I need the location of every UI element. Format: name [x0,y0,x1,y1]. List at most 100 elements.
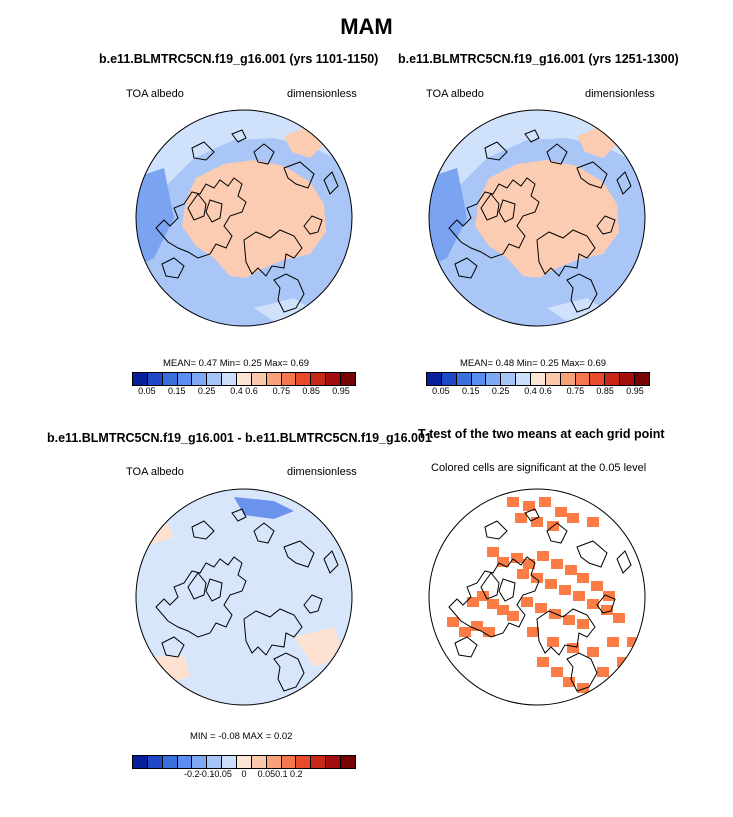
colorbar-swatch [177,756,193,768]
panel4-title: T-test of the two means at each grid poi… [418,427,665,441]
colorbar-swatch [341,756,355,768]
coastline [191,141,215,161]
coastline [187,193,207,221]
map-boundary [428,488,646,706]
coastline [576,161,608,189]
colorbar-tick-label: -0.2 [183,769,200,779]
panel1-stats: MEAN= 0.47 Min= 0.25 Max= 0.69 [163,358,310,369]
coastline [484,141,508,161]
sea-ice-region [475,160,619,278]
colorbar-tick-label: 0.05 [138,386,156,396]
panel3-variable-label: TOA albedo [126,466,184,478]
significant-cell [551,667,563,677]
colorbar-swatch [605,373,621,385]
colorbar-tick-label: 0.4 [230,386,243,396]
significant-cell [577,683,589,693]
panel1-colorbar: 0.05 0.15 0.25 0.4 0.6 0.75 0.85 0.95 [132,372,356,398]
colorbar-tick-label: 0.75 [566,386,585,396]
colorbar-swatch [147,756,163,768]
coastline [191,520,215,540]
colorbar-tick-label: 0.25 [491,386,510,396]
significant-cell [531,573,543,583]
significant-cell [573,591,585,601]
map-boundary [135,488,353,706]
coastline [323,171,339,195]
high-albedo-patch [284,128,324,158]
positive-difference-patch [294,627,344,667]
significant-cell [487,599,499,609]
significant-cell [497,605,509,615]
significant-cell [555,507,567,517]
colorbar-swatch [441,373,457,385]
colorbar-swatch [501,373,517,385]
colorbar-tick-label: 0 [241,769,247,779]
panel2-variable-label: TOA albedo [426,88,484,100]
coastline [231,129,247,143]
panel3-units-label: dimensionless [287,466,357,478]
colorbar-swatch [192,373,208,385]
colorbar-swatch [296,373,312,385]
panel2-stats: MEAN= 0.48 Min= 0.25 Max= 0.69 [460,358,607,369]
panel4-significance-map [428,488,646,706]
coastline [205,578,223,602]
significant-cell [545,579,557,589]
colorbar-swatch [575,373,591,385]
panel1-units-label: dimensionless [287,88,357,100]
colorbar-ticks: 0.05 0.15 0.25 0.4 0.6 0.75 0.85 0.95 [132,386,356,398]
coastline [596,594,616,614]
panel2-polar-map [428,109,646,327]
colorbar-swatch [177,373,193,385]
significant-cell [597,667,609,677]
significant-cell [587,517,599,527]
colorbar-swatch [427,373,442,385]
significant-cell [563,677,575,687]
high-albedo-patch [577,128,617,158]
significant-cell [537,551,549,561]
colorbar-swatch [147,373,163,385]
coastline [303,215,323,235]
colorbar-swatch [326,373,342,385]
colorbar-swatch [590,373,606,385]
colorbar-swatch [531,373,546,385]
coastline [524,508,540,522]
coastline [283,161,315,189]
coastline [546,522,568,544]
panel1-title: b.e11.BLMTRC5CN.f19_g16.001 (yrs 1101-11… [99,52,379,66]
significant-cell [517,569,529,579]
colorbar-tick-label: 0.85 [302,386,320,396]
coastline [448,556,540,638]
coastline [576,540,608,568]
significant-cell [467,597,479,607]
negative-difference-patch [234,497,294,519]
colorbar-tick-label: 0.95 [332,386,350,396]
significant-cell [507,497,519,507]
significant-cell [537,657,549,667]
colorbar-swatch [326,756,342,768]
colorbar-swatch [311,373,327,385]
panel3-difference-map [135,488,353,706]
panel1-variable-label: TOA albedo [126,88,184,100]
significant-cell [447,617,459,627]
colorbar-ticks: -0.2 -0.1 -0.05 0 0.05 0.1 0.2 [132,769,356,781]
significant-cell [483,627,495,637]
coastline [480,572,500,600]
colorbar-tick-label: 0.2 [290,769,303,779]
colorbar-swatch [222,756,238,768]
significant-cell [523,559,535,569]
colorbar-swatch [296,756,312,768]
coastline [161,636,185,658]
coastline [616,550,632,574]
colorbar-tick-label: 0.15 [168,386,186,396]
coastline [566,273,598,313]
coastline [498,578,516,602]
colorbar-tick-label: -0.1 [198,769,215,779]
colorbar-swatch [635,373,649,385]
coastline [231,508,247,522]
colorbar-tick-label: 0.75 [272,386,291,396]
significant-cell [471,621,483,631]
significant-cell [527,627,539,637]
colorbar-swatch [281,756,297,768]
colorbar-swatch [237,756,252,768]
significant-cell [603,591,615,601]
significant-cell [591,581,603,591]
